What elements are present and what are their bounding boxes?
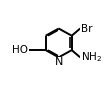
Text: HO: HO [13,45,29,55]
Text: N: N [55,57,63,67]
Text: NH$_2$: NH$_2$ [81,50,102,64]
Text: Br: Br [81,24,92,33]
